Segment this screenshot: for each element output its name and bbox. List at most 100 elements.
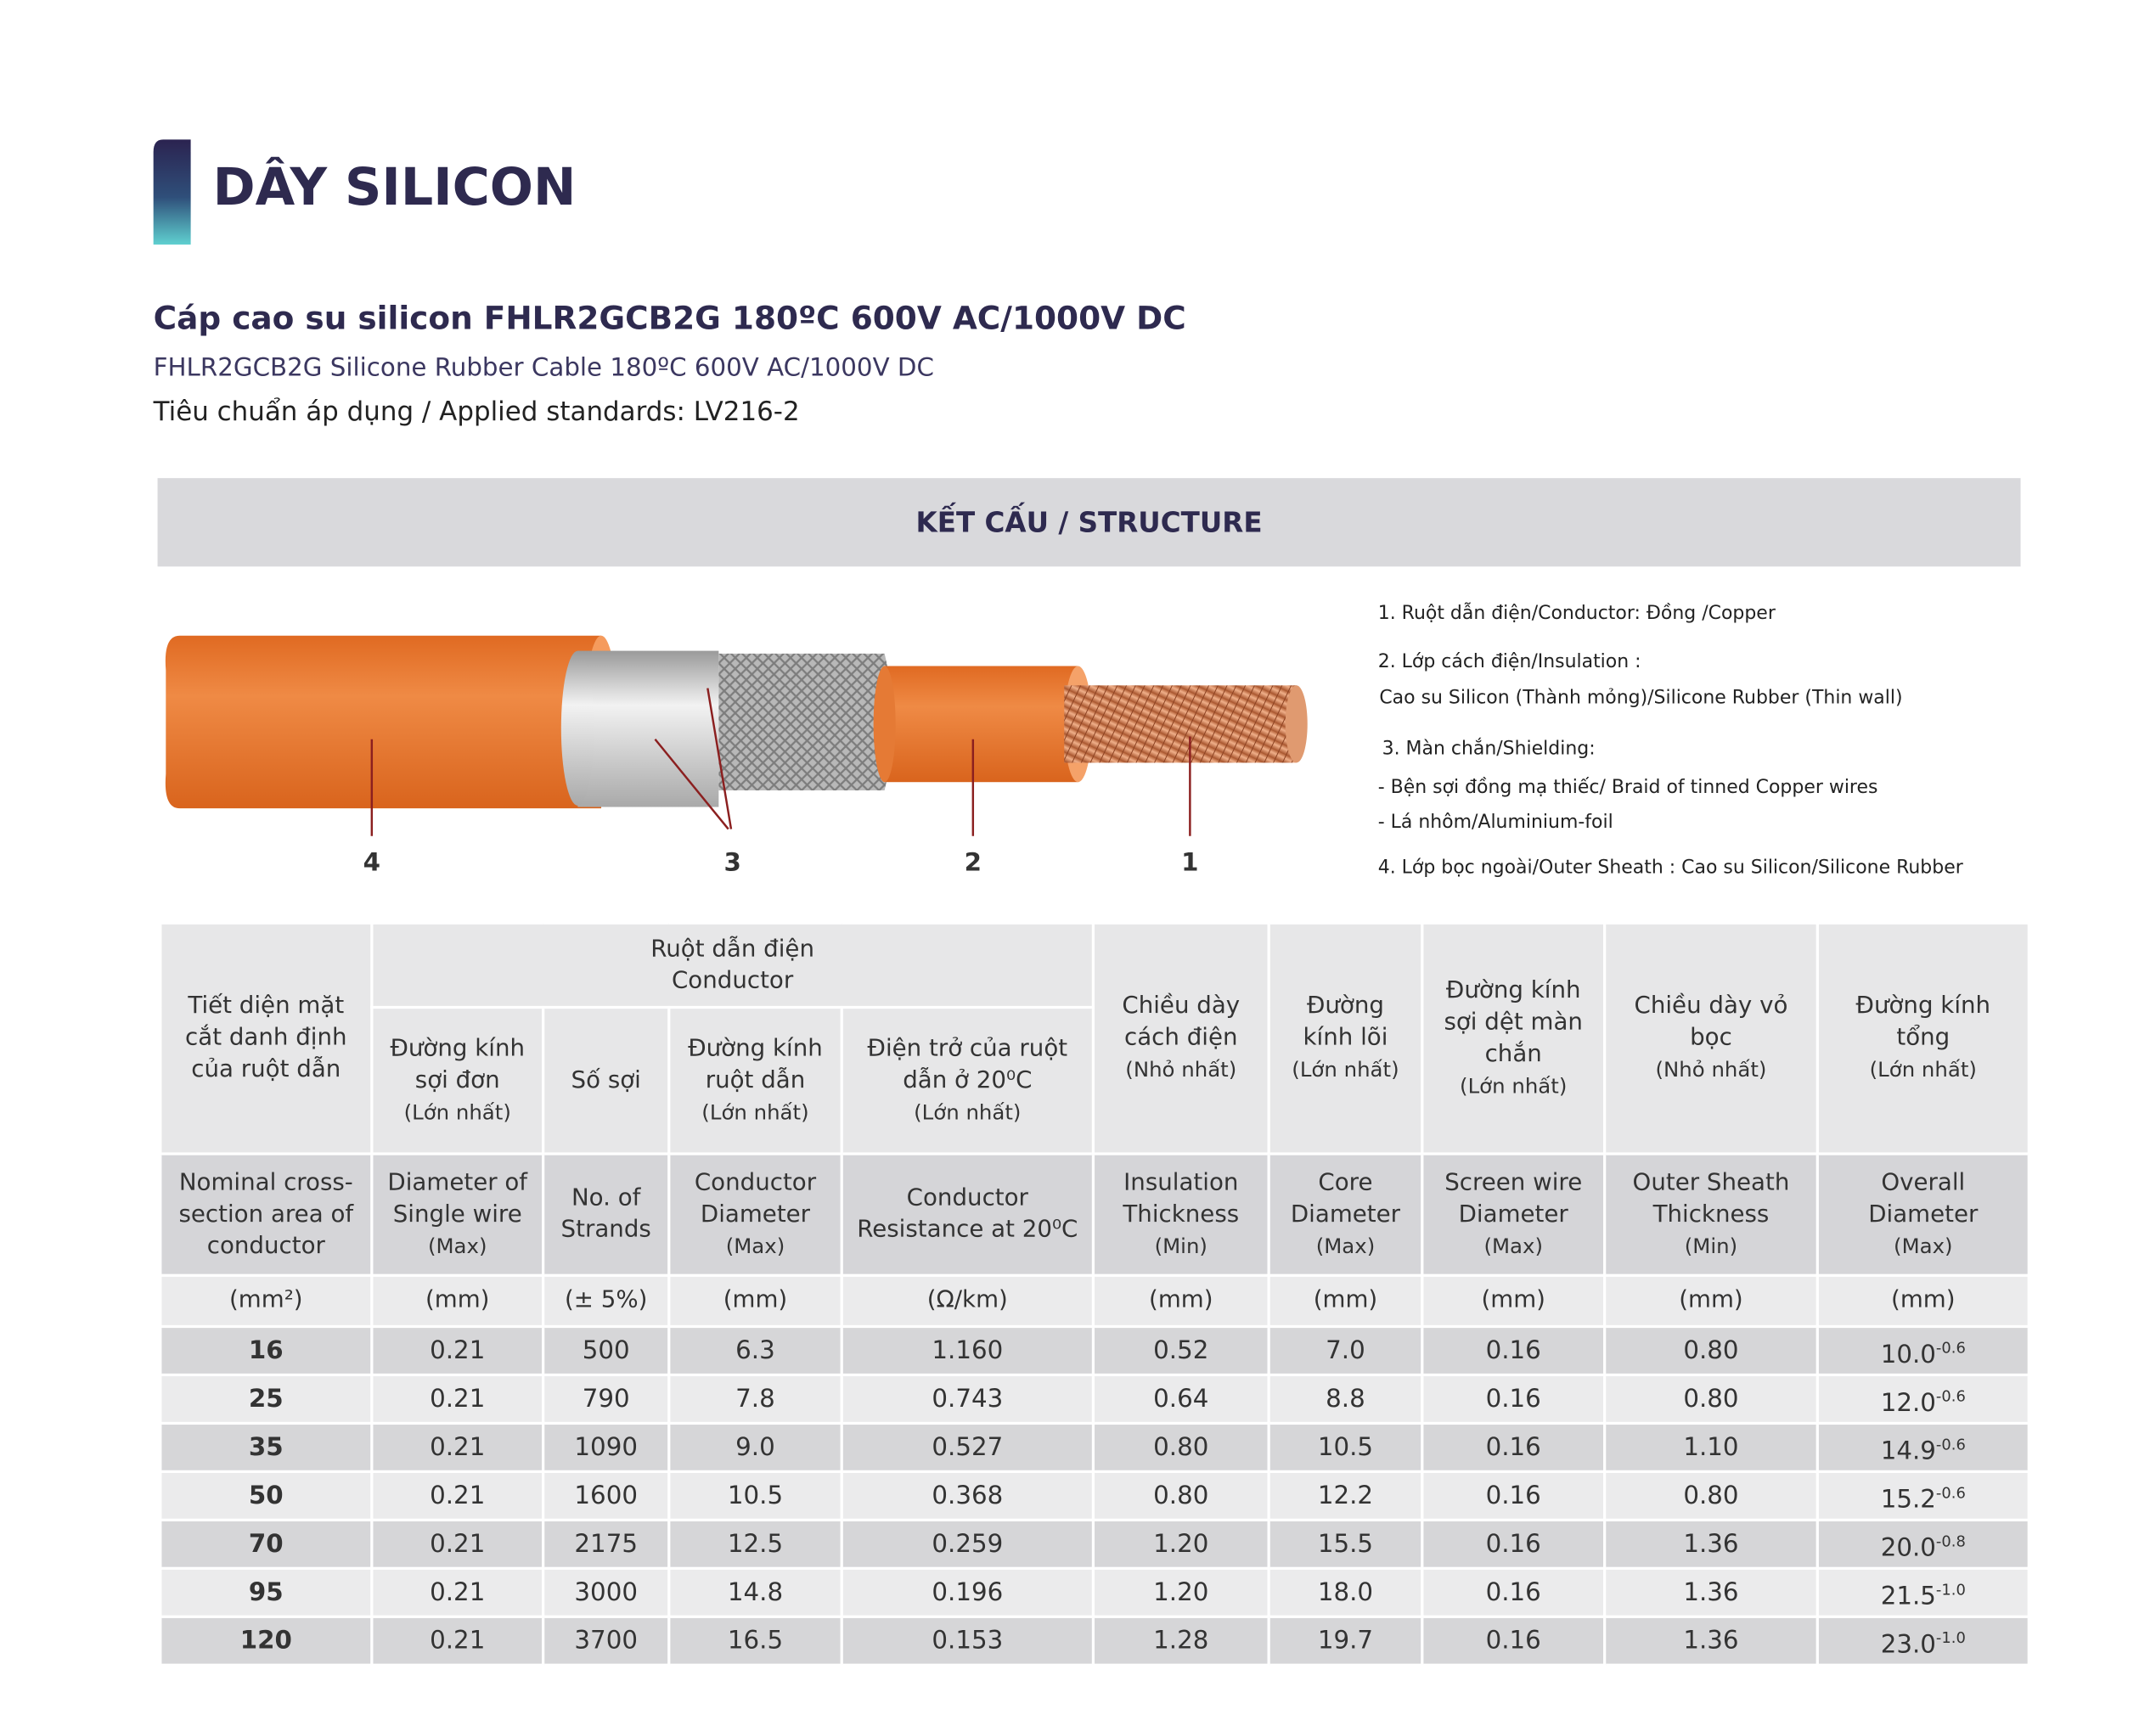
unit-cell: (mm) (370, 1273, 545, 1329)
data-cell: 15.5 (1267, 1518, 1424, 1570)
header-text: Chiều dày cách điện (1122, 992, 1241, 1052)
header-cell: Đường kính lõi (Lớn nhất) (1267, 921, 1424, 1155)
data-cell: 0.16 (1421, 1615, 1607, 1667)
unit-cell: (mm) (1091, 1273, 1270, 1329)
data-cell: 2175 (542, 1518, 671, 1570)
data-cell: 1.36 (1603, 1518, 1819, 1570)
data-cell: 0.153 (840, 1615, 1095, 1667)
header-cell: Insulation Thickness (Min) (1091, 1152, 1270, 1277)
data-cell: 0.21 (370, 1518, 545, 1570)
legend-line: Cao su Silicon (Thành mỏng)/Silicone Rub… (1379, 686, 1903, 709)
product-subtitle: FHLR2GCB2G Silicone Rubber Cable 180ºC 6… (153, 353, 934, 383)
product-standard: Tiêu chuẩn áp dụng / Applied standards: … (153, 396, 800, 427)
legend-line: 3. Màn chắn/Shielding: (1382, 738, 1596, 761)
data-cell: 0.21 (370, 1421, 545, 1474)
legend-line: 2. Lớp cách điện/Insulation : (1377, 650, 1641, 673)
data-cell: 35 (159, 1421, 374, 1474)
unit-cell: (mm²) (159, 1273, 374, 1329)
data-cell: 0.80 (1091, 1421, 1270, 1474)
header-cell: Overall Diameter (Max) (1815, 1152, 2030, 1277)
header-text: Conductor Resistance at 20⁰C (857, 1183, 1078, 1244)
data-row: 120 0.21 3700 16.5 0.153 1.28 19.7 0.16 1.36 23.0… (159, 1615, 2030, 1667)
cell-value: 12.0 (1880, 1387, 1936, 1418)
data-cell: 10.5 (1267, 1421, 1424, 1474)
data-cell: 0.21 (370, 1470, 545, 1521)
legend-line: - Bện sợi đồng mạ thiếc/ Braid of tinned… (1377, 776, 1878, 799)
legend-line: 1. Ruột dẫn điện/Conductor: Đồng /Copper (1377, 602, 1776, 625)
data-cell: 0.368 (840, 1470, 1095, 1521)
header-note: (Max) (1315, 1233, 1376, 1258)
data-cell: 15.2-0.6 (1815, 1470, 2030, 1521)
header-text: Diameter of Single wire (387, 1168, 528, 1228)
cell-tolerance: -1.0 (1935, 1580, 1966, 1599)
data-cell: 0.80 (1603, 1373, 1819, 1425)
header-note: (Nhỏ nhất) (1125, 1057, 1237, 1082)
callout: 4 (363, 847, 380, 876)
data-cell: 8.8 (1267, 1373, 1424, 1425)
unit-cell: (mm) (1603, 1273, 1819, 1329)
data-cell: 21.5-1.0 (1815, 1566, 2030, 1618)
data-cell: 0.64 (1091, 1373, 1270, 1425)
callout: 1 (1181, 847, 1198, 876)
data-row: 50 0.21 1600 10.5 0.368 0.80 12.2 0.16 0.80 15.2-… (159, 1470, 2030, 1521)
cell-value: 21.5 (1880, 1581, 1936, 1611)
header-note: (Max) (427, 1233, 487, 1258)
data-cell: 23.0-1.0 (1815, 1615, 2030, 1667)
header-note: (Lớn nhất) (1869, 1057, 1977, 1082)
data-cell: 7.0 (1267, 1324, 1424, 1377)
cell-value: 23.0 (1880, 1629, 1936, 1659)
header-cell: Số sợi (542, 1005, 671, 1155)
data-cell: 0.21 (370, 1324, 545, 1377)
data-cell: 6.3 (667, 1324, 843, 1377)
header-text: Core Diameter (1290, 1168, 1401, 1228)
unit-row: (mm²) (mm) (± 5%) (mm) (Ω/km) (mm) (mm) (mm) (mm… (159, 1273, 2030, 1329)
header-text: Đường kính lõi (1303, 992, 1388, 1052)
header-text: Outer Sheath Thickness (1632, 1168, 1790, 1228)
data-cell: 3000 (542, 1566, 671, 1618)
data-cell: 0.527 (840, 1421, 1095, 1474)
data-cell: 0.16 (1421, 1324, 1607, 1377)
cell-tolerance: -1.0 (1935, 1628, 1966, 1647)
header-text: Đường kính tổng (1855, 992, 1991, 1052)
data-cell: 1090 (542, 1421, 671, 1474)
data-cell: 0.259 (840, 1518, 1095, 1570)
data-cell: 12.0-0.6 (1815, 1373, 2030, 1425)
data-cell: 95 (159, 1566, 374, 1618)
data-cell: 1.36 (1603, 1566, 1819, 1618)
data-cell: 25 (159, 1373, 374, 1425)
unit-cell: (± 5%) (542, 1273, 671, 1329)
header-note: (Max) (1483, 1233, 1543, 1258)
header-note: (Min) (1684, 1233, 1738, 1258)
data-cell: 14.9-0.6 (1815, 1421, 2030, 1474)
data-cell: 50 (159, 1470, 374, 1521)
data-cell: 790 (542, 1373, 671, 1425)
unit-cell: (mm) (667, 1273, 843, 1329)
header-cell: No. of Strands (542, 1152, 671, 1277)
data-row: 70 0.21 2175 12.5 0.259 1.20 15.5 0.16 1.36 20.0-… (159, 1518, 2030, 1570)
cell-tolerance: -0.6 (1935, 1435, 1966, 1453)
data-cell: 0.16 (1421, 1470, 1607, 1521)
cell-tolerance: -0.8 (1935, 1532, 1966, 1550)
header-cell: Đường kính ruột dẫn (Lớn nhất) (667, 1005, 843, 1155)
legend-line: 4. Lớp bọc ngoài/Outer Sheath : Cao su S… (1377, 857, 1963, 880)
header-note: (Lớn nhất) (914, 1099, 1022, 1125)
data-cell: 0.80 (1603, 1470, 1819, 1521)
page-title: DÂY SILICON (212, 157, 577, 217)
data-cell: 1.28 (1091, 1615, 1270, 1667)
header-cell: Tiết diện mặt cắt danh định của ruột dẫn (159, 921, 374, 1155)
header-text: Tiết diện mặt cắt danh định của ruột dẫn (185, 992, 347, 1084)
data-cell: 1600 (542, 1470, 671, 1521)
data-cell: 120 (159, 1615, 374, 1667)
data-cell: 0.743 (840, 1373, 1095, 1425)
header-cell: Đường kính sợi dệt màn chắn (Lớn nhất) (1421, 921, 1607, 1155)
callout: 2 (965, 847, 982, 876)
cell-value: 20.0 (1880, 1532, 1936, 1563)
data-cell: 18.0 (1267, 1566, 1424, 1618)
data-cell: 1.36 (1603, 1615, 1819, 1667)
legend-line: - Lá nhôm/Aluminium-foil (1377, 811, 1613, 834)
data-row: 35 0.21 1090 9.0 0.527 0.80 10.5 0.16 1.10 14.9-0… (159, 1421, 2030, 1474)
data-cell: 0.80 (1603, 1324, 1819, 1377)
cell-value: 10.0 (1880, 1339, 1936, 1369)
